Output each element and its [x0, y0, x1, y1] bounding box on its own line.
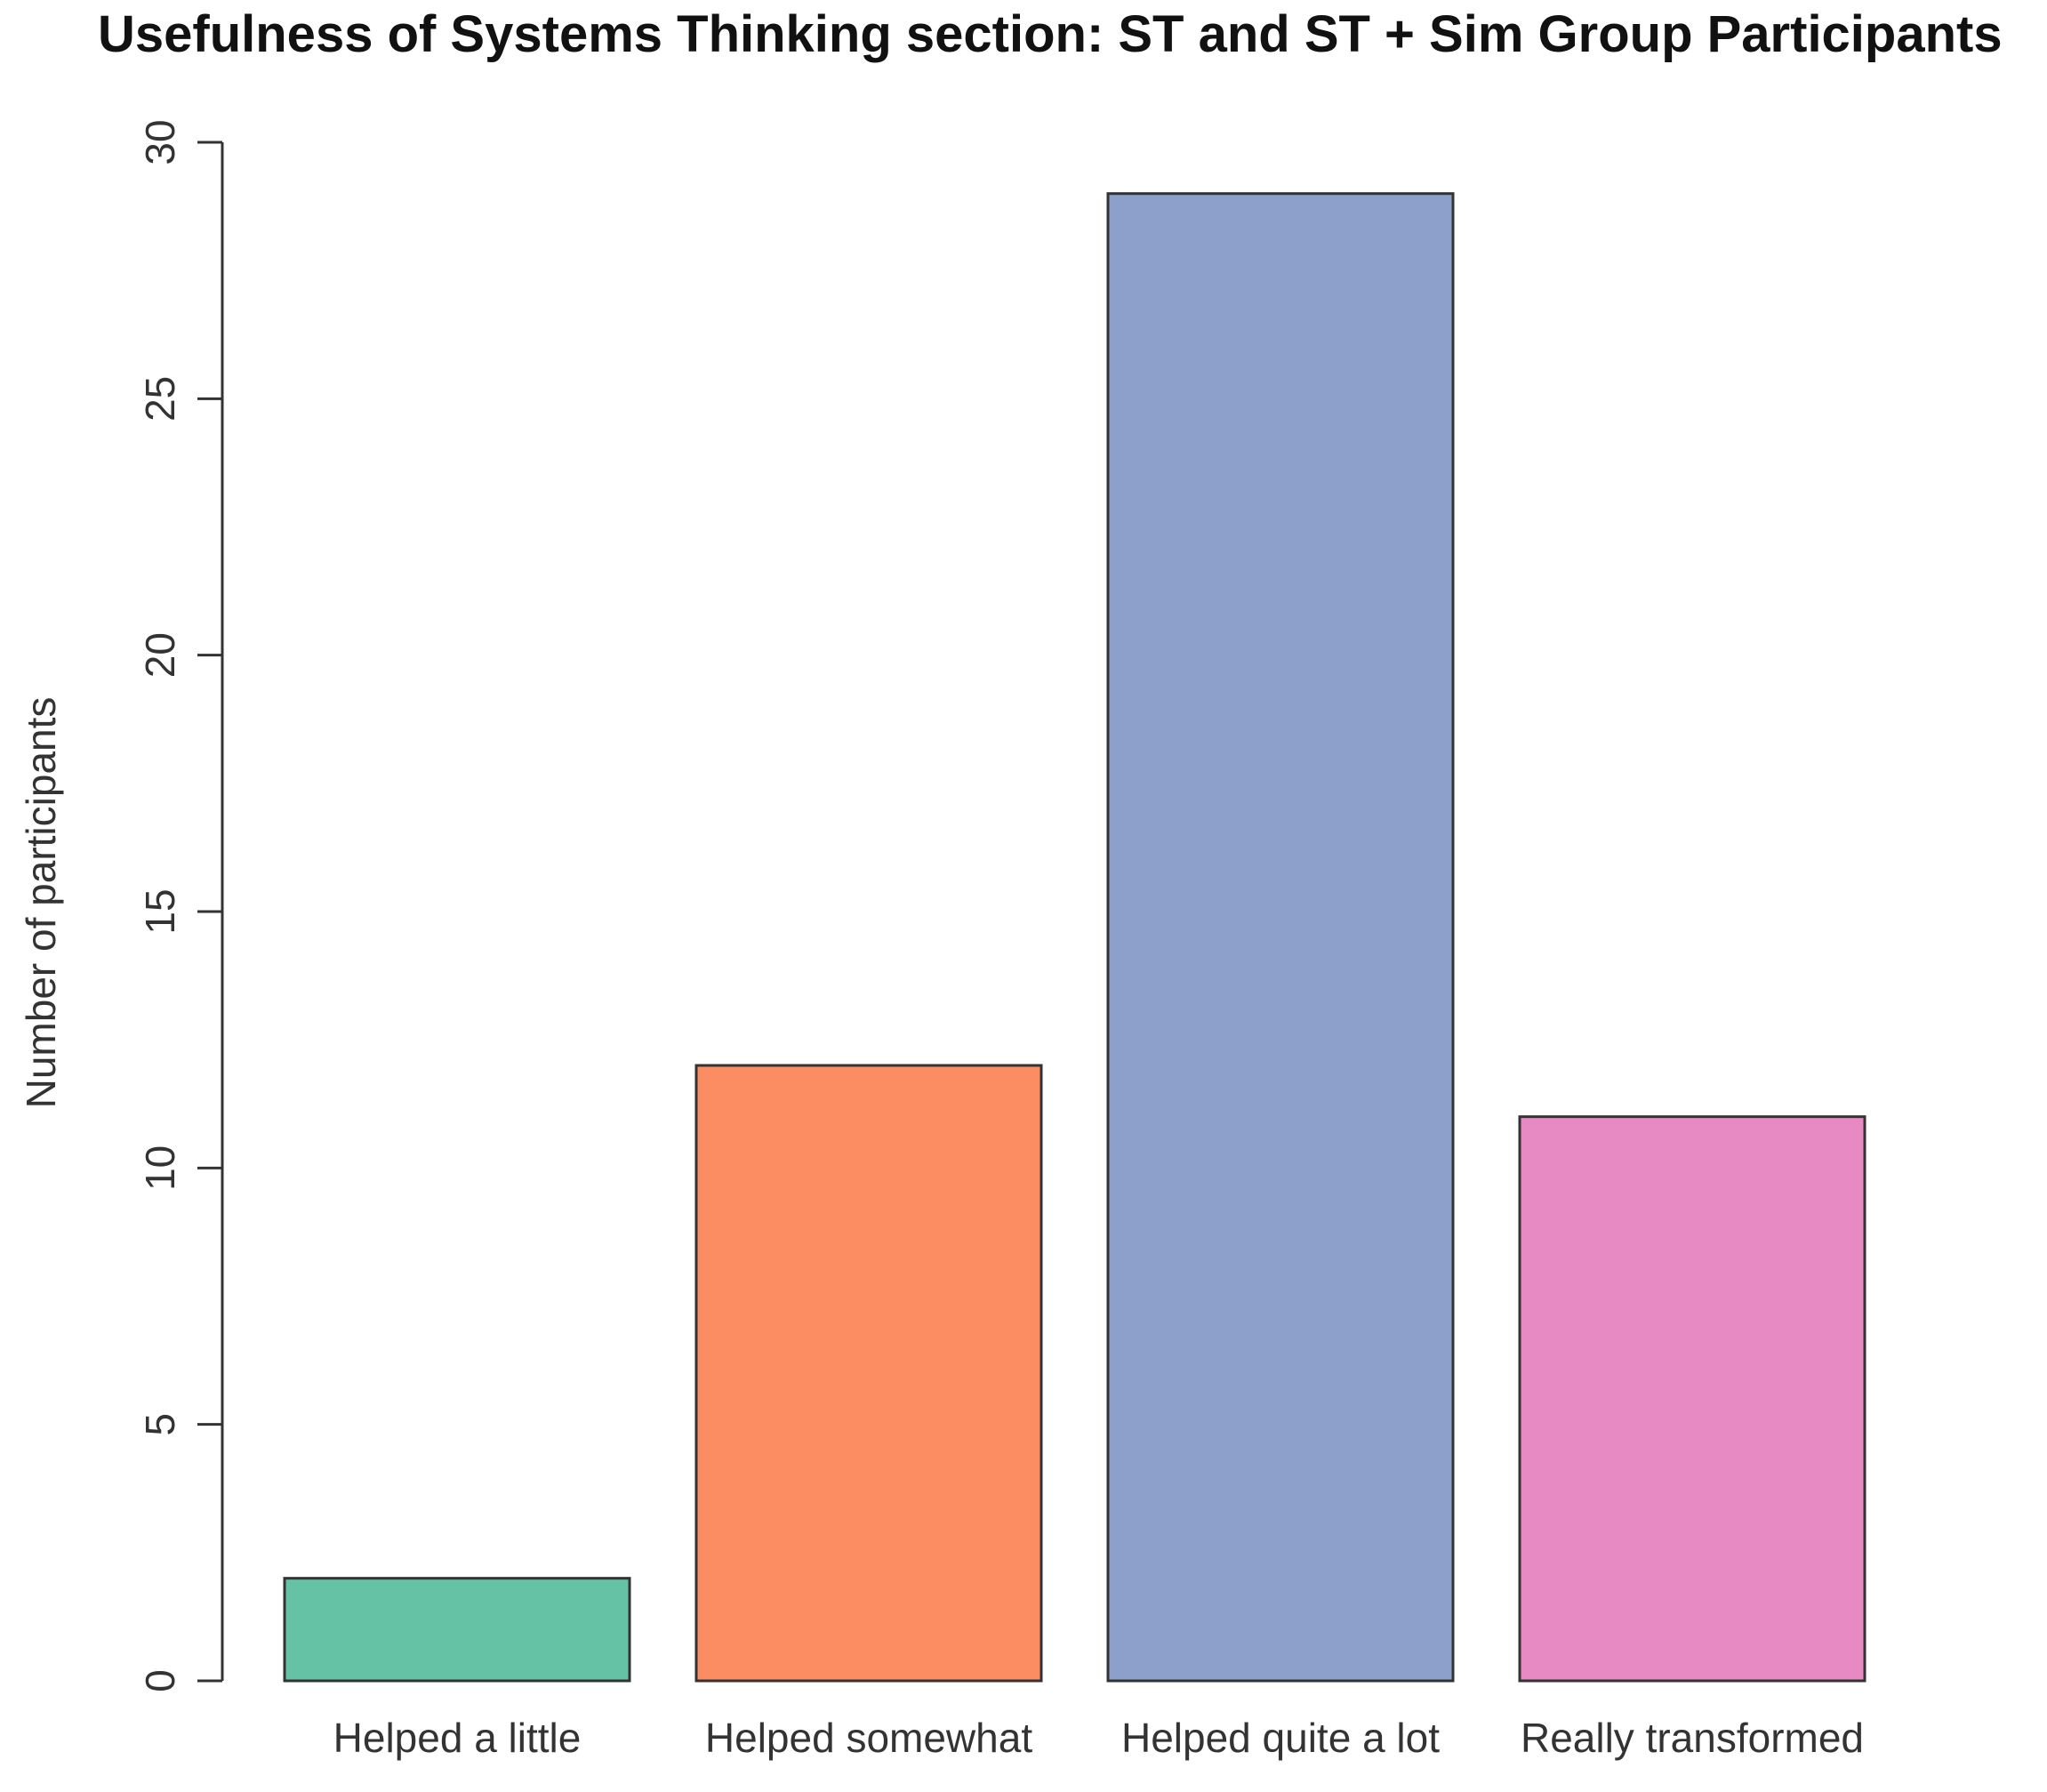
y-tick-label: 25 [137, 376, 183, 422]
y-tick-label: 5 [137, 1413, 183, 1436]
bar-really-transformed [1518, 1115, 1866, 1683]
category-labels: Helped a little Helped somewhat Helped qui… [333, 1715, 1864, 1761]
bars-group [283, 192, 1866, 1683]
category-label: Helped a little [333, 1715, 582, 1761]
bar-helped-somewhat [694, 1064, 1043, 1683]
chart-title: Usefulness of Systems Thinking section: … [98, 5, 2003, 63]
bar-helped-a-little [283, 1577, 631, 1683]
category-label: Really transformed [1521, 1715, 1864, 1761]
y-tick-label: 10 [137, 1145, 183, 1191]
y-tick-label: 30 [137, 119, 183, 165]
category-label: Helped somewhat [705, 1715, 1032, 1761]
y-tick-label: 0 [137, 1669, 183, 1692]
y-tick-label: 20 [137, 632, 183, 678]
bar-helped-quite-a-lot [1106, 192, 1455, 1683]
y-axis: 0 5 10 15 20 25 30 [137, 119, 224, 1692]
y-tick-label: 15 [137, 888, 183, 934]
category-label: Helped quite a lot [1121, 1715, 1440, 1761]
y-axis-label: Number of participants [18, 697, 64, 1109]
